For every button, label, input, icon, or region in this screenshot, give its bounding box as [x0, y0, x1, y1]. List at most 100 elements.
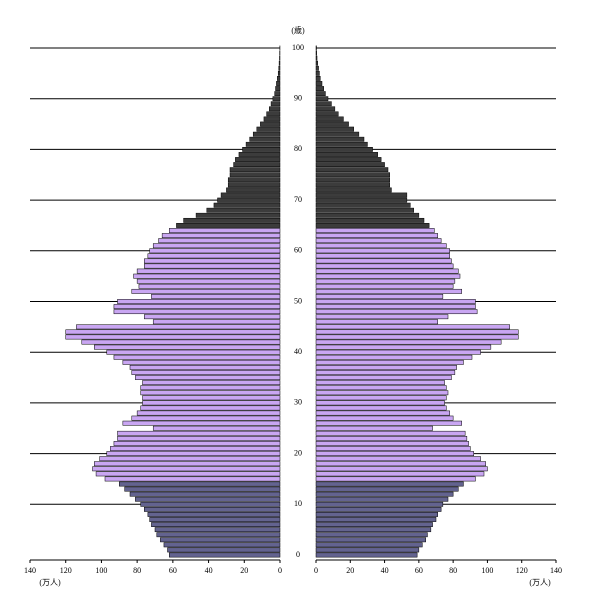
bar	[315, 146, 373, 152]
bar	[152, 319, 281, 325]
bar	[315, 435, 468, 441]
bar	[315, 395, 447, 401]
bar	[149, 517, 281, 522]
bar	[213, 202, 281, 208]
bar	[269, 106, 281, 112]
x-tick-label: 20	[240, 566, 248, 575]
bar	[263, 116, 281, 122]
bar	[140, 405, 281, 411]
bar	[142, 400, 281, 406]
bar	[124, 486, 281, 492]
bar	[315, 461, 486, 467]
bar	[315, 81, 323, 86]
bar	[315, 365, 457, 370]
bar	[315, 86, 324, 91]
x-tick-label: 40	[205, 566, 213, 575]
bar	[140, 390, 281, 396]
bar	[76, 324, 281, 330]
bar	[119, 481, 281, 487]
bar	[315, 486, 459, 492]
bar	[315, 202, 411, 208]
bar	[315, 324, 510, 330]
age-tick-label: 10	[294, 499, 302, 508]
bar	[315, 441, 469, 446]
age-tick-label: 50	[294, 296, 302, 305]
bar	[140, 501, 281, 507]
x-tick-label: 80	[449, 566, 457, 575]
x-tick-label: 20	[346, 566, 354, 575]
bar	[315, 65, 319, 71]
bar	[95, 471, 281, 477]
bar	[315, 349, 481, 355]
bar	[144, 258, 281, 264]
bar	[245, 141, 281, 147]
bar	[315, 283, 454, 289]
bar	[266, 111, 281, 117]
bar	[315, 532, 428, 538]
bar	[131, 288, 281, 294]
bar	[129, 365, 281, 370]
bar	[315, 334, 519, 340]
x-tick-label: 140	[24, 566, 36, 575]
bar	[131, 415, 281, 421]
bar	[136, 410, 281, 416]
age-axis-label: (歳)	[291, 25, 305, 35]
bar	[315, 370, 456, 375]
bar	[113, 354, 281, 360]
x-tick-label: 60	[169, 566, 177, 575]
bar	[142, 395, 281, 401]
bar	[315, 121, 349, 127]
bar	[315, 60, 318, 66]
bar	[315, 329, 519, 335]
bar	[315, 380, 445, 386]
bar	[315, 527, 432, 533]
bar	[315, 197, 408, 203]
bar	[156, 532, 281, 538]
bar	[113, 441, 281, 446]
bar	[227, 182, 281, 188]
bar	[113, 304, 281, 309]
bar	[233, 162, 281, 168]
bar	[315, 481, 464, 487]
bar	[235, 157, 281, 162]
bar	[315, 253, 450, 259]
bar	[315, 288, 462, 294]
bar	[315, 223, 430, 228]
bar	[169, 228, 281, 233]
bar	[315, 304, 476, 309]
x-unit-left: (万人)	[39, 578, 61, 587]
bar	[315, 136, 365, 142]
bar	[315, 157, 382, 162]
bar	[278, 60, 281, 66]
bar	[315, 294, 444, 299]
bar	[252, 131, 281, 137]
age-tick-label: 40	[294, 347, 302, 356]
bar	[315, 45, 317, 51]
bar	[315, 187, 392, 193]
x-unit-right: (万人)	[529, 578, 551, 587]
bar	[315, 116, 344, 122]
bar	[315, 405, 447, 411]
bar	[315, 456, 481, 462]
age-tick-label: 60	[294, 246, 302, 255]
age-tick-label: 30	[294, 398, 302, 407]
bar	[315, 359, 464, 365]
age-tick-label: 80	[294, 144, 302, 153]
bar	[276, 81, 281, 86]
bar	[106, 349, 281, 355]
bar	[315, 319, 438, 325]
x-tick-label: 120	[516, 566, 528, 575]
bar	[315, 70, 320, 76]
x-tick-label: 0	[278, 566, 282, 575]
bar	[315, 400, 445, 406]
bar	[94, 461, 281, 467]
bar	[315, 390, 449, 396]
bar	[92, 466, 281, 472]
bar	[129, 491, 281, 497]
bar	[151, 522, 281, 527]
bar	[315, 126, 354, 132]
bar	[163, 542, 281, 548]
bar	[195, 212, 281, 218]
bar	[315, 243, 447, 249]
